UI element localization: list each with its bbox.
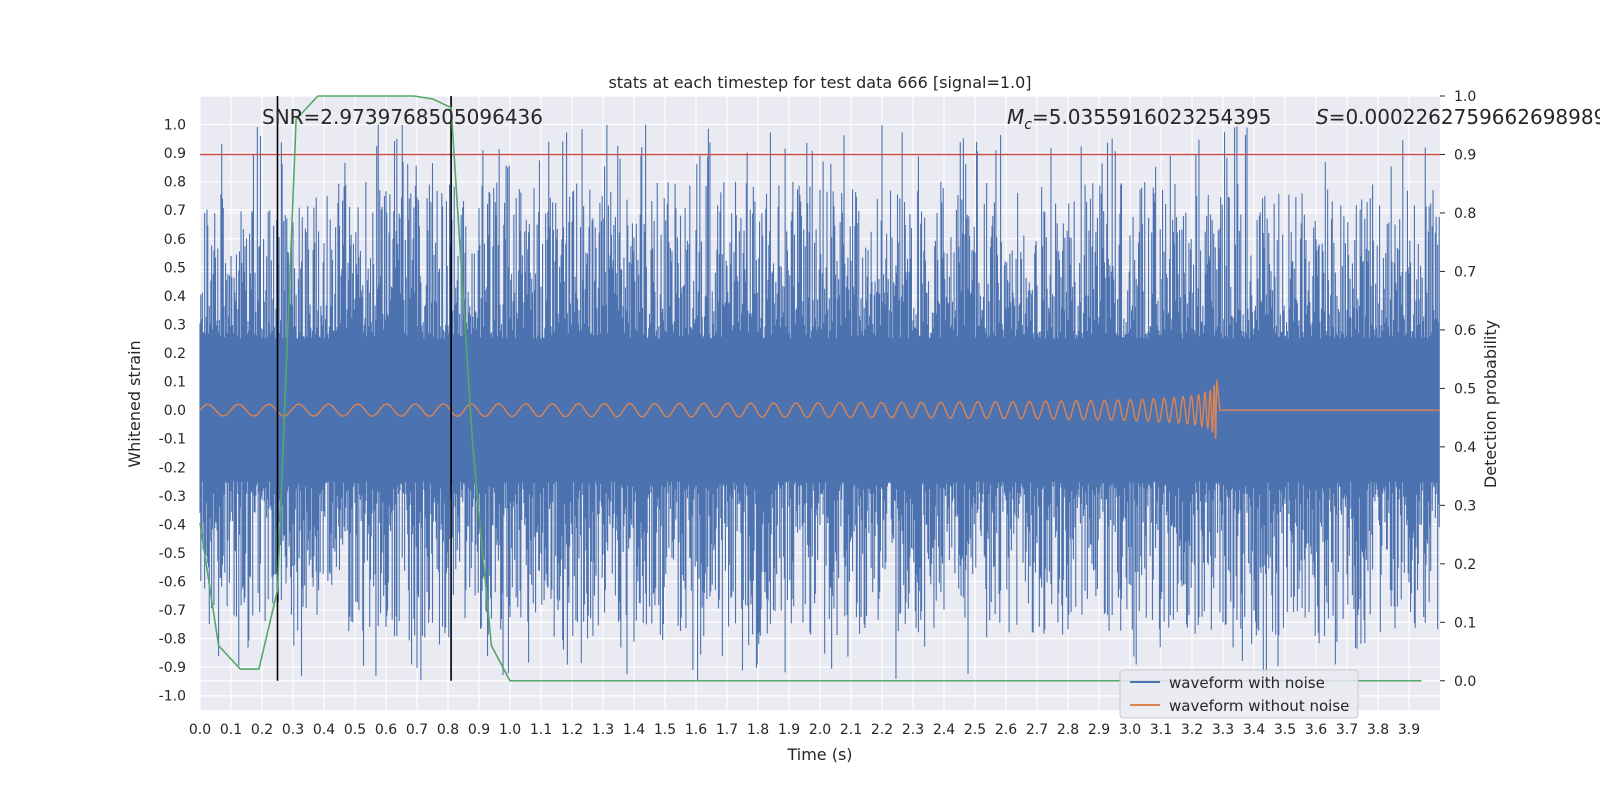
y-right-axis-ticks: 1.0 0.9 0.8 0.7 0.6 0.5 0.4 0.3 0.2 0.1 0.0 [1440, 89, 1476, 690]
x-tick-label: 3.1 [1150, 722, 1172, 738]
x-tick-label: 2.6 [995, 722, 1017, 738]
chirp-mass-value: =5.0355916023254395 [1032, 105, 1271, 129]
y-tick-label: -0.8 [159, 632, 186, 648]
y-right-tick-label: 0.5 [1454, 381, 1476, 397]
clean-waveform-series [199, 379, 1440, 439]
y-tick-label: -0.9 [159, 660, 186, 676]
x-tick-label: 0.1 [220, 722, 242, 738]
y-tick-label: 0.6 [164, 232, 186, 248]
y-tick-label: 0.9 [164, 146, 186, 162]
y-right-tick-label: 0.8 [1454, 206, 1476, 222]
y-tick-label: 1.0 [164, 118, 186, 134]
y-tick-label: -0.6 [159, 574, 186, 590]
legend-label-noisy: waveform with noise [1169, 674, 1325, 692]
x-tick-label: 1.7 [716, 722, 738, 738]
y-tick-label: -0.4 [159, 517, 186, 533]
y-right-tick-label: 0.9 [1454, 147, 1476, 163]
x-tick-label: 0.2 [251, 722, 273, 738]
x-tick-label: 0.3 [282, 722, 304, 738]
x-tick-label: 1.9 [778, 722, 800, 738]
detection-probability-line [199, 95, 1422, 682]
y-tick-label: -1.0 [159, 689, 186, 705]
x-tick-label: 1.1 [530, 722, 552, 738]
x-tick-label: 0.7 [406, 722, 428, 738]
x-tick-label: 2.3 [902, 722, 924, 738]
x-tick-label: 1.6 [685, 722, 707, 738]
chirp-mass-annotation: Mc=5.0355916023254395 [1007, 105, 1271, 133]
legend: waveform with noise waveform without noi… [1119, 669, 1359, 719]
x-tick-label: 2.8 [1057, 722, 1079, 738]
y-right-tick-label: 0.6 [1454, 323, 1476, 339]
y-tick-label: -0.5 [159, 546, 186, 562]
x-tick-label: 3.6 [1305, 722, 1327, 738]
x-tick-label: 1.4 [623, 722, 645, 738]
y-right-axis-label: Detection probability [1481, 320, 1500, 488]
x-tick-label: 3.3 [1212, 722, 1234, 738]
y-tick-label: -0.3 [159, 489, 186, 505]
x-tick-label: 1.2 [561, 722, 583, 738]
x-tick-label: 3.7 [1336, 722, 1358, 738]
x-tick-label: 1.8 [747, 722, 769, 738]
x-tick-label: 0.8 [437, 722, 459, 738]
x-tick-label: 2.2 [871, 722, 893, 738]
y-tick-label: 0.0 [164, 403, 186, 419]
x-tick-label: 3.8 [1367, 722, 1389, 738]
x-tick-label: 1.0 [499, 722, 521, 738]
x-tick-label: 2.1 [840, 722, 862, 738]
chart-title: stats at each timestep for test data 666… [608, 73, 1031, 92]
x-tick-label: 0.9 [468, 722, 490, 738]
y-tick-label: -0.1 [159, 432, 186, 448]
overlay-lines [199, 95, 1440, 682]
x-tick-label: 0.6 [375, 722, 397, 738]
y-right-tick-label: 0.1 [1454, 615, 1476, 631]
y-tick-label: 0.3 [164, 317, 186, 333]
s-annotation: S=0.00022627596626989895 [1316, 105, 1600, 129]
y-right-tick-label: 1.0 [1454, 89, 1476, 105]
y-tick-label: 0.8 [164, 175, 186, 191]
y-right-tick-label: 0.0 [1454, 674, 1476, 690]
x-tick-label: 3.0 [1119, 722, 1141, 738]
y-tick-label: -0.7 [159, 603, 186, 619]
y-axis-ticks: 1.0 0.9 0.8 0.7 0.6 0.5 0.4 0.3 0.2 0.1 0.0 -0.1 -0.… [159, 118, 186, 705]
y-right-tick-label: 0.3 [1454, 498, 1476, 514]
legend-label-clean: waveform without noise [1169, 697, 1349, 715]
x-tick-label: 2.4 [933, 722, 955, 738]
x-tick-label: 2.5 [964, 722, 986, 738]
y-tick-label: -0.2 [159, 460, 186, 476]
y-tick-label: 0.5 [164, 260, 186, 276]
y-axis-label: Whitened strain [125, 340, 144, 467]
x-tick-label: 2.9 [1088, 722, 1110, 738]
x-axis-ticks: 0.0 0.1 0.2 0.3 0.4 0.5 0.6 0.7 0.8 0.9 1.0 1.1 1.2 1… [189, 722, 1420, 738]
x-tick-label: 3.5 [1274, 722, 1296, 738]
legend-box [1119, 669, 1359, 719]
y-right-tick-label: 0.2 [1454, 557, 1476, 573]
x-tick-label: 3.9 [1398, 722, 1420, 738]
chirp-mass-symbol: M [1007, 105, 1024, 129]
x-tick-label: 1.5 [654, 722, 676, 738]
y-right-tick-label: 0.7 [1454, 264, 1476, 280]
clean-waveform-line [199, 379, 1440, 439]
x-tick-label: 3.4 [1243, 722, 1265, 738]
snr-annotation: SNR=2.9739768505096436 [262, 105, 543, 129]
x-tick-label: 1.3 [592, 722, 614, 738]
x-tick-label: 0.4 [313, 722, 335, 738]
x-tick-label: 2.7 [1026, 722, 1048, 738]
y-tick-label: 0.4 [164, 289, 186, 305]
x-tick-label: 0.5 [344, 722, 366, 738]
y-tick-label: 0.7 [164, 203, 186, 219]
s-symbol: S [1316, 105, 1329, 129]
y-right-tick-label: 0.4 [1454, 440, 1476, 456]
chirp-mass-subscript: c [1024, 117, 1032, 133]
x-tick-label: 2.0 [809, 722, 831, 738]
x-axis-label: Time (s) [786, 745, 852, 764]
x-tick-label: 0.0 [189, 722, 211, 738]
x-tick-label: 3.2 [1181, 722, 1203, 738]
s-value: =0.00022627596626989895 [1329, 105, 1600, 129]
y-tick-label: 0.2 [164, 346, 186, 362]
y-tick-label: 0.1 [164, 375, 186, 391]
